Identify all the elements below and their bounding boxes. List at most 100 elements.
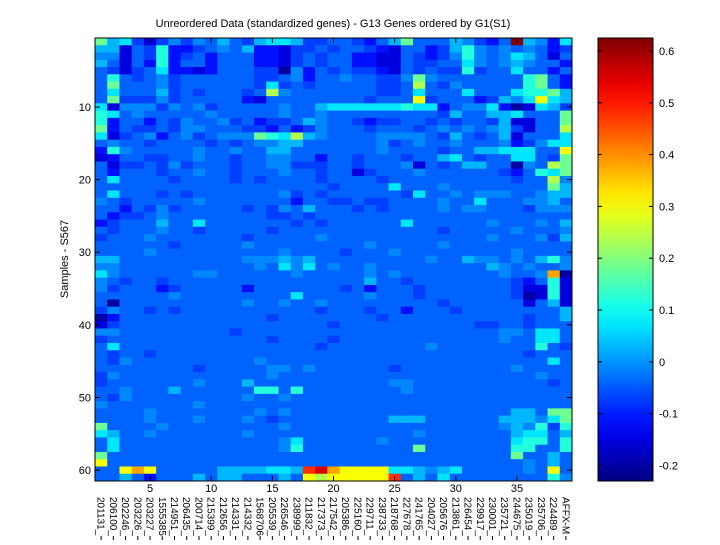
- heatmap-cell: [400, 110, 414, 119]
- heatmap-cell: [461, 59, 475, 68]
- heatmap-cell: [278, 451, 292, 460]
- heatmap-cell: [413, 306, 426, 315]
- heatmap-cell: [143, 212, 157, 220]
- heatmap-cell: [486, 234, 500, 242]
- heatmap-cell: [449, 415, 463, 424]
- heatmap-cell: [351, 52, 365, 61]
- heatmap-cell: [131, 415, 145, 424]
- heatmap-cell: [156, 437, 169, 446]
- heatmap-cell: [254, 430, 267, 438]
- heatmap-cell: [107, 212, 120, 220]
- heatmap-cell: [168, 444, 182, 453]
- heatmap-cell: [192, 430, 206, 438]
- heatmap-cell: [95, 263, 108, 271]
- heatmap-cell: [315, 357, 328, 366]
- heatmap-cell: [119, 88, 133, 97]
- heatmap-cell: [351, 197, 365, 206]
- heatmap-cell: [474, 364, 487, 373]
- heatmap-cell: [107, 270, 120, 279]
- heatmap-cell: [327, 67, 341, 75]
- heatmap-cell: [327, 364, 341, 373]
- heatmap-cell: [107, 205, 120, 213]
- heatmap-cell: [474, 386, 487, 395]
- heatmap-cell: [486, 67, 500, 75]
- heatmap-cell: [107, 379, 120, 387]
- heatmap-cell: [523, 146, 536, 155]
- heatmap-cell: [315, 277, 328, 286]
- heatmap-cell: [229, 270, 243, 279]
- heatmap-cell: [168, 321, 182, 329]
- heatmap-cell: [400, 393, 414, 402]
- heatmap-cell: [107, 146, 120, 155]
- heatmap-cell: [107, 328, 120, 337]
- heatmap-cell: [339, 437, 353, 446]
- heatmap-cell: [523, 110, 536, 119]
- heatmap-cell: [547, 270, 561, 279]
- heatmap-cell: [229, 357, 243, 366]
- heatmap-cell: [315, 255, 328, 264]
- heatmap-cell: [388, 415, 402, 424]
- heatmap-cell: [266, 139, 279, 148]
- gene-label: 226546_: [278, 497, 289, 536]
- heatmap-cell: [95, 299, 108, 308]
- y-tick-label: 20: [79, 175, 91, 187]
- heatmap-cell: [180, 335, 194, 344]
- heatmap-cell: [449, 117, 463, 126]
- heatmap-cell: [229, 197, 243, 206]
- heatmap-cell: [168, 234, 182, 242]
- heatmap-cell: [437, 197, 451, 206]
- heatmap-cell: [351, 226, 365, 235]
- heatmap-cell: [461, 154, 475, 162]
- heatmap-cell: [449, 183, 463, 191]
- heatmap-cell: [107, 67, 120, 75]
- heatmap-cell: [351, 270, 365, 279]
- heatmap-cell: [510, 335, 524, 344]
- heatmap-cell: [498, 437, 512, 446]
- heatmap-cell: [119, 67, 133, 75]
- heatmap-cell: [510, 321, 524, 329]
- heatmap-cell: [266, 81, 279, 90]
- heatmap-cell: [180, 437, 194, 446]
- heatmap-cell: [143, 328, 157, 337]
- heatmap-cell: [400, 306, 414, 315]
- heatmap-cell: [327, 451, 341, 460]
- heatmap-cell: [474, 248, 487, 257]
- heatmap-cell: [351, 59, 365, 68]
- heatmap-cell: [107, 74, 120, 82]
- heatmap-cell: [241, 67, 255, 75]
- heatmap-cell: [535, 364, 548, 373]
- heatmap-cell: [180, 372, 194, 380]
- heatmap-cell: [266, 444, 279, 453]
- heatmap-cell: [425, 190, 438, 199]
- heatmap-cell: [486, 96, 500, 104]
- heatmap-cell: [290, 234, 304, 242]
- heatmap-cell: [95, 422, 108, 431]
- heatmap-cell: [523, 422, 536, 431]
- heatmap-cell: [376, 139, 389, 148]
- heatmap-cell: [241, 372, 255, 380]
- heatmap-cell: [449, 335, 463, 344]
- heatmap-cell: [400, 88, 414, 97]
- heatmap-cell: [339, 241, 353, 249]
- heatmap-cell: [180, 139, 194, 148]
- heatmap-cell: [327, 430, 341, 438]
- heatmap-cell: [364, 270, 377, 279]
- heatmap-cell: [510, 343, 524, 351]
- heatmap-cell: [339, 473, 353, 482]
- heatmap-cell: [559, 110, 573, 119]
- heatmap-cell: [156, 117, 169, 126]
- heatmap-cell: [156, 96, 169, 104]
- heatmap-cell: [547, 321, 561, 329]
- heatmap-cell: [278, 234, 292, 242]
- heatmap-cell: [547, 444, 561, 453]
- heatmap-cell: [95, 292, 108, 300]
- heatmap-cell: [180, 74, 194, 82]
- heatmap-cell: [168, 52, 182, 61]
- heatmap-cell: [143, 88, 157, 97]
- heatmap-cell: [327, 408, 341, 417]
- heatmap-cell: [388, 183, 402, 191]
- heatmap-cell: [400, 67, 414, 75]
- heatmap-cell: [474, 241, 487, 249]
- heatmap-cell: [278, 168, 292, 177]
- heatmap-cell: [119, 226, 133, 235]
